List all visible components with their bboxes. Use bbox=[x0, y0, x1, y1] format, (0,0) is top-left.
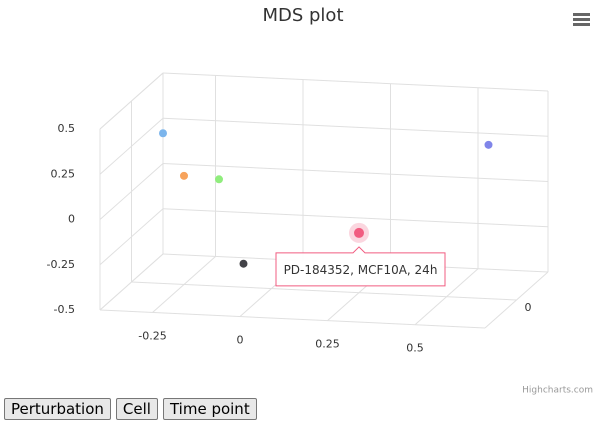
button-bar: Perturbation Cell Time point bbox=[4, 398, 257, 420]
chart: MDS plot Highcharts.com 0.5 0.25 0 -0.25 -0.… bbox=[47, 5, 593, 396]
z-tick-label: 0 bbox=[525, 301, 532, 314]
perturbation-button[interactable]: Perturbation bbox=[4, 398, 111, 420]
grid-line bbox=[162, 72, 549, 92]
grid-line bbox=[131, 281, 517, 301]
point bbox=[180, 171, 188, 180]
x-tick-label: 0 bbox=[237, 334, 244, 347]
y-tick-label: 0.25 bbox=[51, 167, 76, 180]
x-tick-label: -0.25 bbox=[138, 329, 166, 342]
tooltip: PD-184352, MCF10A, 24h bbox=[275, 246, 446, 287]
y-tick-label: -0.5 bbox=[54, 303, 75, 316]
grid-line bbox=[162, 208, 549, 228]
y-tick-label: 0 bbox=[68, 213, 75, 226]
y-tick-label: -0.25 bbox=[47, 258, 75, 271]
floor-edge bbox=[99, 309, 486, 329]
point bbox=[215, 175, 223, 184]
x-tick-label: 0.5 bbox=[406, 342, 424, 355]
menu-icon[interactable] bbox=[573, 13, 590, 26]
point bbox=[484, 140, 493, 149]
point bbox=[159, 129, 167, 138]
point bbox=[354, 227, 364, 238]
grid-line bbox=[162, 117, 549, 137]
tooltip-text: PD-184352, MCF10A, 24h bbox=[284, 263, 438, 277]
menu-bar bbox=[573, 18, 590, 21]
chart-title: MDS plot bbox=[262, 5, 343, 26]
y-tick-label: 0.5 bbox=[58, 122, 76, 135]
grid-line bbox=[162, 163, 549, 182]
menu-bar bbox=[573, 23, 590, 26]
cell-button[interactable]: Cell bbox=[115, 398, 158, 420]
menu-bar bbox=[573, 13, 590, 16]
point bbox=[239, 259, 248, 268]
time-point-button[interactable]: Time point bbox=[162, 398, 257, 420]
x-tick-label: 0.25 bbox=[315, 338, 340, 351]
tooltip-box bbox=[275, 246, 446, 287]
credits[interactable]: Highcharts.com bbox=[522, 386, 593, 396]
